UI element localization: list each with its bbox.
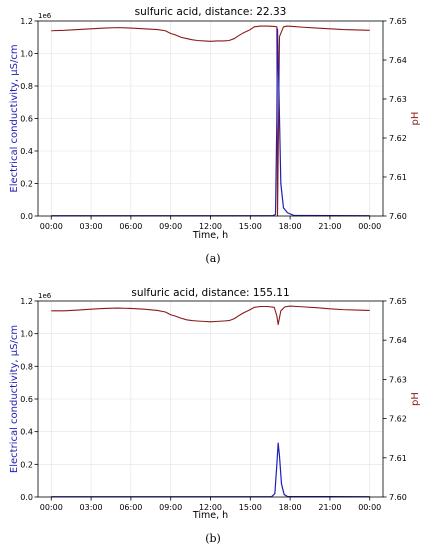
ph-series-line bbox=[51, 305, 370, 326]
y-right-axis-label: pH bbox=[410, 392, 421, 406]
y-left-tick-label: 1.0 bbox=[20, 50, 33, 59]
y-left-axis-label: Electrical conductivity, µS/cm bbox=[9, 325, 20, 473]
x-tick-label: 15:00 bbox=[239, 222, 262, 231]
x-tick-label: 00:00 bbox=[358, 503, 381, 512]
x-tick-label: 00:00 bbox=[40, 222, 63, 231]
x-tick-label: 00:00 bbox=[40, 503, 63, 512]
chart-title: sulfuric acid, distance: 155.11 bbox=[131, 287, 289, 299]
y-left-tick-label: 0.2 bbox=[20, 180, 33, 189]
x-tick-label: 21:00 bbox=[318, 222, 341, 231]
y-left-tick-label: 0.8 bbox=[20, 82, 33, 91]
chart-panel-b: 00:00 03:00 06:00 09:00 12:00 15:00 18:00 21:00… bbox=[9, 287, 421, 545]
conductivity-series-line bbox=[51, 442, 370, 498]
chart-panel-a: 00:00 03:00 06:00 09:00 12:00 15:00 18:00 21:00… bbox=[9, 6, 421, 265]
x-tick-label: 03:00 bbox=[80, 222, 103, 231]
x-tick-label: 09:00 bbox=[159, 222, 182, 231]
y-left-tick-label: 0.6 bbox=[20, 115, 33, 124]
y-left-tick-label: 1.2 bbox=[20, 297, 33, 306]
y-right-axis-label: pH bbox=[410, 112, 421, 126]
x-axis-label: Time, h bbox=[192, 230, 228, 241]
panel-label: (a) bbox=[205, 252, 220, 265]
y-right-tick-label: 7.63 bbox=[389, 95, 407, 104]
y-left-tick-label: 0.2 bbox=[20, 460, 33, 469]
y-left-tick-label: 0.8 bbox=[20, 362, 33, 371]
x-tick-label: 18:00 bbox=[279, 503, 302, 512]
y-right-tick-label: 7.61 bbox=[389, 454, 407, 463]
y-left-tick-label: 0.4 bbox=[20, 428, 33, 437]
y-left-tick-label: 0.4 bbox=[20, 147, 33, 156]
x-tick-label: 18:00 bbox=[279, 222, 302, 231]
y-left-tick-label: 1.2 bbox=[20, 17, 33, 26]
y-left-tick-label: 0.6 bbox=[20, 395, 33, 404]
y-right-tick-label: 7.60 bbox=[389, 212, 407, 221]
y-left-tick-label: 0.0 bbox=[20, 212, 33, 221]
x-tick-label: 06:00 bbox=[119, 222, 142, 231]
y-right-tick-label: 7.65 bbox=[389, 297, 407, 306]
conductivity-series-line bbox=[51, 28, 370, 217]
y-left-axis-label: Electrical conductivity, µS/cm bbox=[9, 44, 20, 192]
panel-label: (b) bbox=[205, 532, 221, 545]
y-right-tick-label: 7.60 bbox=[389, 493, 407, 502]
y-right-tick-label: 7.61 bbox=[389, 173, 407, 182]
y-left-tick-label: 1.0 bbox=[20, 330, 33, 339]
y-right-tick-label: 7.62 bbox=[389, 415, 407, 424]
x-tick-label: 12:00 bbox=[199, 222, 222, 231]
x-tick-label: 03:00 bbox=[80, 503, 103, 512]
x-tick-label: 06:00 bbox=[119, 503, 142, 512]
y-right-tick-label: 7.62 bbox=[389, 134, 407, 143]
y-right-tick-label: 7.63 bbox=[389, 375, 407, 384]
y-right-tick-label: 7.64 bbox=[389, 56, 407, 65]
x-tick-label: 15:00 bbox=[239, 503, 262, 512]
chart-title: sulfuric acid, distance: 22.33 bbox=[135, 6, 287, 18]
x-tick-label: 09:00 bbox=[159, 503, 182, 512]
y-offset-label: 1e6 bbox=[38, 292, 52, 300]
y-offset-label: 1e6 bbox=[38, 12, 52, 20]
y-right-tick-label: 7.64 bbox=[389, 336, 407, 345]
x-tick-label: 12:00 bbox=[199, 503, 222, 512]
x-tick-label: 21:00 bbox=[318, 503, 341, 512]
x-axis-label: Time, h bbox=[192, 510, 228, 521]
y-left-tick-label: 0.0 bbox=[20, 493, 33, 502]
x-tick-label: 00:00 bbox=[358, 222, 381, 231]
ph-series-line bbox=[51, 25, 370, 217]
y-right-tick-label: 7.65 bbox=[389, 17, 407, 26]
